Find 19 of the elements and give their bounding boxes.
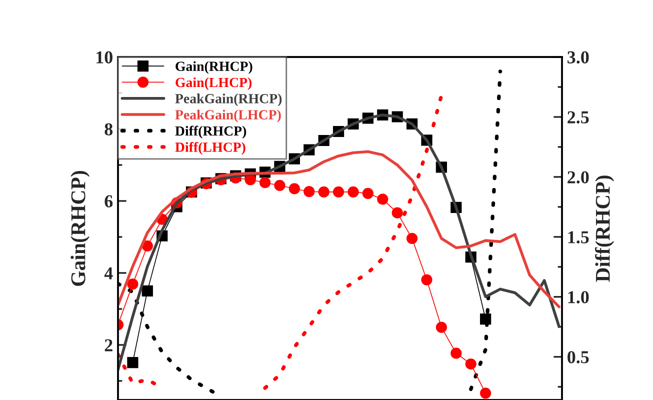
- legend-label: Gain(LHCP): [176, 77, 252, 90]
- y2-axis-title: Diff(RHCP): [594, 176, 614, 282]
- legend-label: Diff(RHCP): [175, 126, 246, 139]
- y-tick-label: 10: [96, 51, 112, 64]
- y2-tick-label: 2.5: [568, 111, 589, 124]
- y-tick-label: 6: [104, 195, 113, 208]
- y2-tick-label: 1.5: [568, 231, 589, 244]
- y-tick-label: 2: [104, 339, 112, 352]
- legend-label: PeakGain(LHCP): [175, 110, 281, 122]
- y-axis-title: Gain(RHCP): [70, 170, 90, 286]
- y-tick-label: 4: [104, 267, 113, 280]
- legend-label: PeakGain(RHCP): [175, 94, 282, 106]
- y2-tick-label: 0.5: [568, 351, 589, 364]
- y-tick-label: 8: [104, 123, 113, 136]
- legend-label: Diff(LHCP): [175, 142, 246, 155]
- y2-tick-label: 3.0: [568, 51, 589, 64]
- y2-tick-label: 2.0: [568, 171, 589, 184]
- y2-tick-label: 1.0: [568, 291, 589, 304]
- legend-label: Gain(RHCP): [176, 61, 252, 74]
